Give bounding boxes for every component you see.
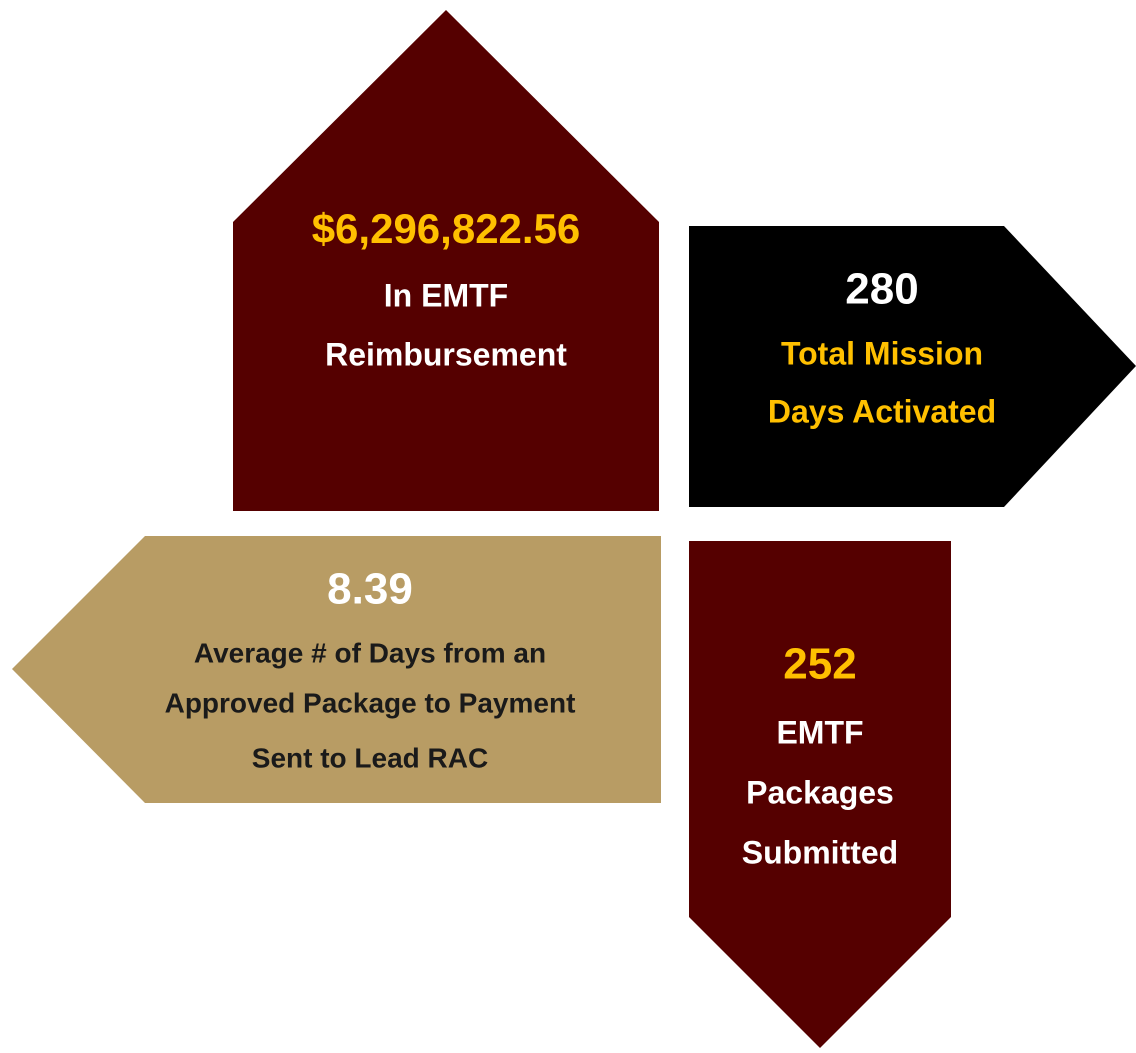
- card-value: 252: [783, 640, 856, 689]
- right-arrow: [689, 226, 1136, 507]
- up-arrow: [233, 10, 659, 511]
- card-label: Sent to Lead RAC: [252, 742, 488, 773]
- left-arrow: [12, 536, 661, 803]
- card-label: Total Mission: [781, 335, 983, 371]
- card-label: Average # of Days from an: [194, 637, 546, 668]
- card-label: Packages: [746, 774, 894, 810]
- card-value: $6,296,822.56: [312, 205, 581, 252]
- card-label: EMTF: [776, 714, 863, 750]
- down-arrow: [689, 541, 951, 1048]
- card-label: Days Activated: [768, 393, 996, 429]
- card-label: Approved Package to Payment: [165, 687, 576, 718]
- card-value: 280: [845, 265, 918, 314]
- card-value: 8.39: [327, 565, 413, 614]
- card-label: In EMTF: [384, 277, 508, 313]
- card-label: Submitted: [742, 834, 898, 870]
- card-label: Reimbursement: [325, 336, 567, 372]
